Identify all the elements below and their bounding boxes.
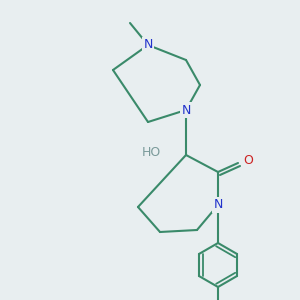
Text: N: N (143, 38, 153, 52)
Text: O: O (243, 154, 253, 166)
Text: N: N (213, 199, 223, 212)
Text: N: N (181, 103, 191, 116)
Text: HO: HO (142, 146, 161, 158)
